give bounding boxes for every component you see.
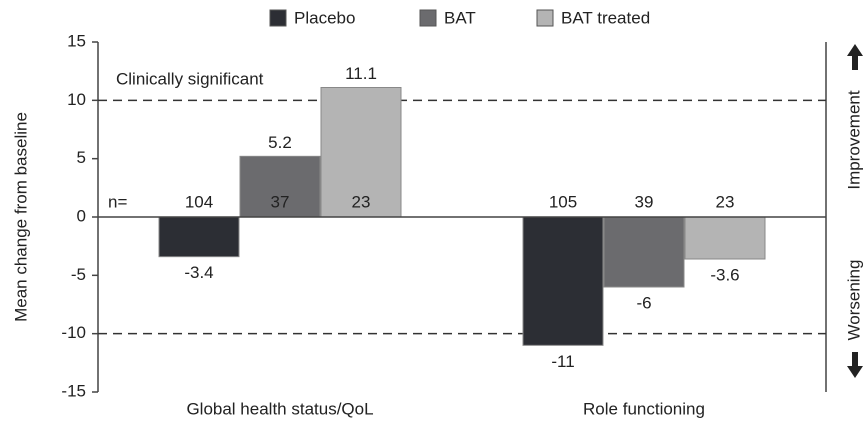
n-count: 39 <box>635 192 654 211</box>
worsening-label: Worsening <box>844 260 863 341</box>
bar <box>239 155 321 218</box>
n-count: 37 <box>271 192 290 211</box>
value-label: -6 <box>636 293 651 312</box>
bar <box>603 216 685 288</box>
y-tick-label: 5 <box>77 148 86 167</box>
value-label: -11 <box>551 352 574 371</box>
up-arrow <box>847 44 863 70</box>
value-label: -3.6 <box>710 265 739 284</box>
down-arrow <box>847 352 863 378</box>
x-tick-label: Global health status/QoL <box>186 399 373 418</box>
y-tick-label: -10 <box>61 323 86 342</box>
y-tick-label: -5 <box>71 265 86 284</box>
legend-swatch <box>536 9 554 27</box>
bar <box>158 216 240 258</box>
y-tick-label: 15 <box>67 31 86 50</box>
n-count: 23 <box>352 192 371 211</box>
annotation: Clinically significant <box>116 69 264 88</box>
value-label: 5.2 <box>268 133 292 152</box>
n-count: 105 <box>549 192 577 211</box>
value-label: -3.4 <box>184 263 213 282</box>
bar <box>522 216 604 346</box>
n-label: n= <box>108 192 127 211</box>
improvement-label: Improvement <box>844 90 863 189</box>
n-count: 104 <box>185 192 213 211</box>
y-tick-label: -15 <box>61 381 86 400</box>
x-tick-label: Role functioning <box>583 399 705 418</box>
value-label: 11.1 <box>345 64 377 83</box>
legend-swatch <box>419 9 437 27</box>
bar <box>684 216 766 260</box>
legend-swatch <box>269 9 287 27</box>
legend-label: Placebo <box>294 8 355 27</box>
legend-label: BAT <box>444 8 476 27</box>
y-tick-label: 10 <box>67 90 86 109</box>
y-tick-label: 0 <box>77 206 86 225</box>
y-axis-label: Mean change from baseline <box>11 112 30 322</box>
legend-label: BAT treated <box>561 8 650 27</box>
n-count: 23 <box>716 192 735 211</box>
bar <box>320 87 402 218</box>
